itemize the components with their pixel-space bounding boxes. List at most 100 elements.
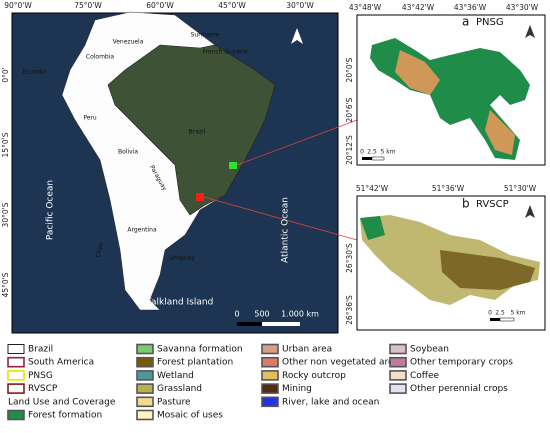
legend-label: Other perennial crops — [410, 384, 508, 394]
legend-label: Forest plantation — [157, 358, 233, 368]
rvscp-forest — [440, 250, 535, 290]
lon-label: 60°0'W — [146, 1, 174, 10]
legend-swatch — [136, 396, 154, 408]
pnsg-pasture — [485, 110, 515, 155]
legend-swatch — [261, 356, 279, 368]
scale-label: 500 — [254, 310, 269, 319]
lon-label: 43°36'W — [454, 3, 487, 12]
scale-label: 5 km — [380, 149, 395, 156]
legend-swatch — [7, 356, 25, 368]
place-label: Venezuela — [113, 39, 144, 46]
lat-label: 0°0' — [1, 67, 10, 82]
rvscp-forest — [360, 216, 385, 240]
legend-label: Wetland — [157, 371, 194, 381]
scale-label: 2.5 — [367, 149, 377, 156]
place-label: French Guyana — [202, 49, 247, 56]
scale-bar — [371, 156, 385, 161]
legend-heading: Land Use and Coverage — [8, 397, 116, 407]
legend-swatch — [261, 343, 279, 355]
place-label: Pacific Ocean — [46, 180, 56, 240]
legend-swatch — [7, 383, 25, 394]
legend-label: Brazil — [28, 345, 53, 355]
lon-label: 51°42'W — [356, 184, 389, 193]
lon-label: 43°42'W — [402, 3, 435, 12]
legend-swatch — [261, 383, 279, 394]
legend-swatch — [261, 370, 279, 381]
lon-label: 43°48'W — [349, 3, 382, 12]
scale-bar — [499, 317, 515, 322]
scale-label: 0 — [234, 310, 239, 319]
legend-label: Rocky outcrop — [282, 371, 346, 381]
legend-label: Forest formation — [28, 411, 102, 421]
lat-label: 26°36'S — [345, 295, 354, 325]
legend-swatch — [389, 343, 407, 355]
scale-bar — [362, 157, 372, 160]
legend-label: Urban area — [282, 345, 332, 355]
legend-swatch — [7, 344, 25, 354]
lat-label: 20°0'S — [345, 57, 354, 82]
panel-letter: b — [462, 197, 470, 211]
place-label: Argentina — [127, 227, 157, 234]
legend-swatch — [136, 343, 154, 355]
legend-label: RVSCP — [28, 384, 58, 394]
lat-label: 15°0'S — [1, 132, 10, 157]
place-label: Colombia — [86, 54, 115, 61]
legend-swatch — [136, 356, 154, 368]
legend-swatch — [7, 409, 25, 421]
lon-label: 43°30'W — [506, 3, 539, 12]
scale-label: 1.000 km — [281, 310, 319, 319]
scale-label: 2.5 — [495, 310, 505, 317]
legend-swatch — [136, 383, 154, 394]
place-label: Suriname — [191, 32, 220, 39]
legend-label: Soybean — [410, 345, 449, 355]
legend-label: PNSG — [28, 371, 53, 381]
legend-label: Mosaic of uses — [157, 411, 223, 421]
legend-label: Other temporary crops — [410, 358, 513, 368]
legend-label: Mining — [282, 384, 312, 394]
legend-swatch — [389, 370, 407, 381]
pnsg-pasture — [395, 50, 440, 95]
panel-letter: a — [462, 15, 469, 29]
place-label: Bolivia — [118, 149, 138, 156]
legend-label: Grassland — [157, 384, 202, 394]
rvscp-marker — [196, 193, 204, 201]
legend-label: South America — [28, 358, 94, 368]
scale-label: 5 km — [510, 310, 525, 317]
lon-label: 45°0'W — [218, 1, 246, 10]
legend-label: Coffee — [410, 371, 440, 381]
lat-label: 30°0'S — [1, 202, 10, 227]
connector — [236, 119, 358, 166]
north-arrow — [291, 28, 303, 44]
scale-bar — [490, 318, 500, 321]
north-arrow — [525, 205, 535, 218]
legend-label: Savanna formation — [157, 345, 243, 355]
place-label: Atlantic Ocean — [281, 197, 291, 263]
lon-label: 51°30'W — [504, 184, 537, 193]
pnsg-marker — [229, 162, 237, 169]
place-label: Ecuador — [23, 69, 48, 76]
lat-label: 20°12'S — [345, 135, 354, 165]
legend-label: Other non vegetated areas — [282, 358, 404, 368]
scale-label: 0 — [360, 149, 364, 156]
lon-label: 30°0'W — [286, 1, 314, 10]
connector — [203, 196, 358, 241]
lat-label: 45°0'S — [1, 272, 10, 297]
legend-label: Pasture — [157, 397, 191, 407]
legend-swatch — [136, 370, 154, 381]
legend-swatch — [389, 383, 407, 394]
legend-swatch — [261, 396, 279, 408]
lon-label: 90°0'W — [4, 1, 32, 10]
panel-name: PNSG — [476, 17, 504, 28]
lat-label: 26°30'S — [345, 243, 354, 273]
north-arrow — [525, 25, 535, 38]
legend-swatch — [389, 356, 407, 368]
legend-label: River, lake and ocean — [282, 397, 379, 407]
lon-label: 51°36'W — [432, 184, 465, 193]
place-label: Chile — [95, 242, 106, 259]
scale-bar — [237, 322, 262, 326]
place-label: Falkland Island — [147, 298, 214, 308]
lon-label: 75°0'W — [74, 1, 102, 10]
scale-label: 0 — [488, 310, 492, 317]
